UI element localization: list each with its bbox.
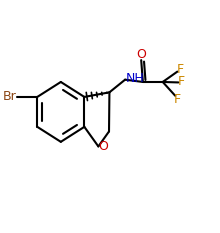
Text: F: F xyxy=(174,93,181,106)
Text: F: F xyxy=(178,75,185,89)
Text: O: O xyxy=(136,48,146,61)
Text: Br: Br xyxy=(3,90,16,103)
Text: NH: NH xyxy=(126,72,145,85)
Text: O: O xyxy=(98,140,108,153)
Text: F: F xyxy=(176,63,183,76)
